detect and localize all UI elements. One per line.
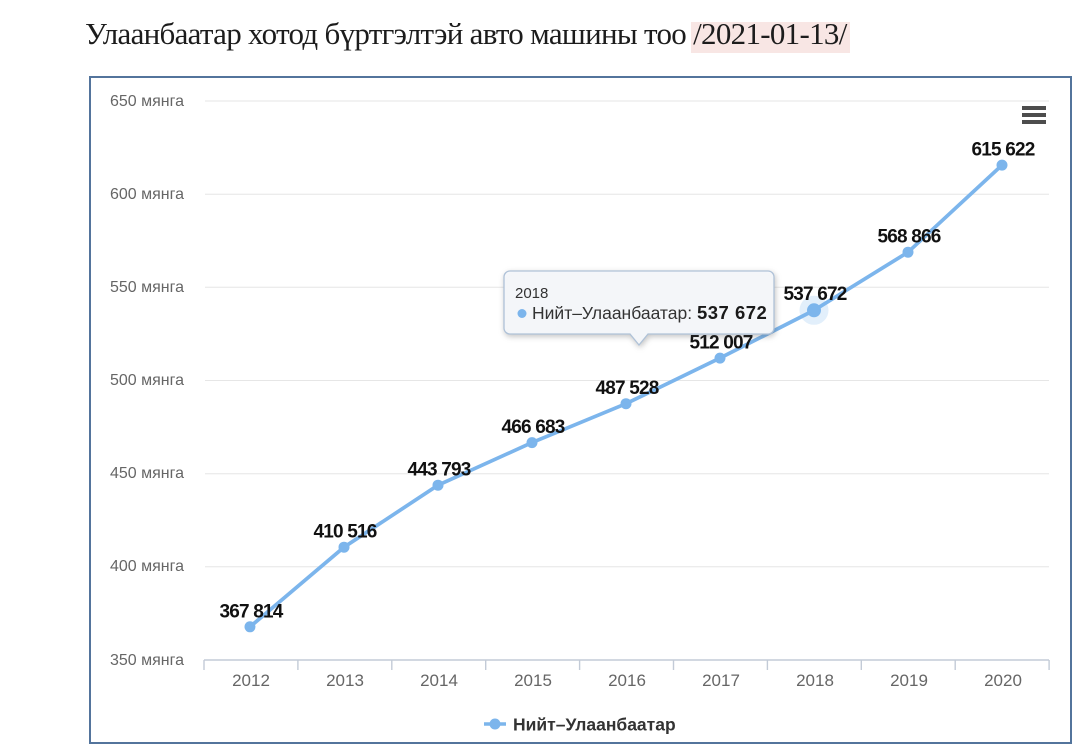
svg-text:367 814: 367 814 bbox=[219, 601, 283, 622]
svg-text:2017: 2017 bbox=[702, 671, 740, 690]
svg-text:450 мянга: 450 мянга bbox=[110, 465, 184, 482]
svg-text:2013: 2013 bbox=[326, 671, 364, 690]
svg-text:400 мянга: 400 мянга bbox=[110, 558, 184, 575]
svg-text:600 мянга: 600 мянга bbox=[110, 186, 184, 203]
svg-text:550 мянга: 550 мянга bbox=[110, 279, 184, 296]
svg-text:2012: 2012 bbox=[232, 671, 270, 690]
svg-text:443 793: 443 793 bbox=[407, 460, 470, 481]
svg-text:2018: 2018 bbox=[796, 671, 834, 690]
svg-text:2014: 2014 bbox=[420, 671, 458, 690]
svg-text:500 мянга: 500 мянга bbox=[110, 372, 184, 389]
svg-text:2019: 2019 bbox=[890, 671, 928, 690]
svg-text:512 007: 512 007 bbox=[689, 333, 752, 354]
svg-text:615 622: 615 622 bbox=[971, 140, 1034, 161]
svg-text:487 528: 487 528 bbox=[595, 378, 658, 399]
svg-text:350 мянга: 350 мянга bbox=[110, 652, 184, 669]
svg-text:2016: 2016 bbox=[608, 671, 646, 690]
svg-text:466 683: 466 683 bbox=[501, 417, 564, 438]
svg-text:2020: 2020 bbox=[984, 671, 1022, 690]
svg-text:2018: 2018 bbox=[515, 285, 548, 302]
svg-text:Нийт–Улаанбаатар: Нийт–Улаанбаатар bbox=[513, 715, 676, 735]
svg-text:2015: 2015 bbox=[514, 671, 552, 690]
svg-text:537 672: 537 672 bbox=[783, 284, 846, 305]
svg-text:650 мянга: 650 мянга bbox=[110, 93, 184, 110]
svg-text:410 516: 410 516 bbox=[313, 522, 376, 543]
svg-text:Нийт–Улаанбаатар: 537 672: Нийт–Улаанбаатар: 537 672 bbox=[532, 302, 767, 323]
svg-text:568 866: 568 866 bbox=[877, 227, 940, 248]
